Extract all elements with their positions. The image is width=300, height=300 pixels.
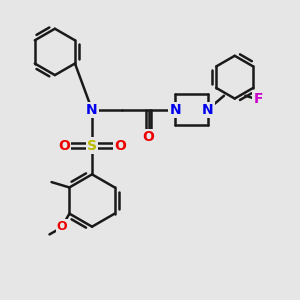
Text: N: N [86,103,98,117]
Text: O: O [57,220,67,232]
Text: O: O [58,139,70,152]
Text: O: O [114,139,126,152]
Text: F: F [254,92,263,106]
Text: N: N [202,103,214,117]
Text: O: O [142,130,154,144]
Text: S: S [87,139,97,152]
Text: N: N [169,103,181,117]
